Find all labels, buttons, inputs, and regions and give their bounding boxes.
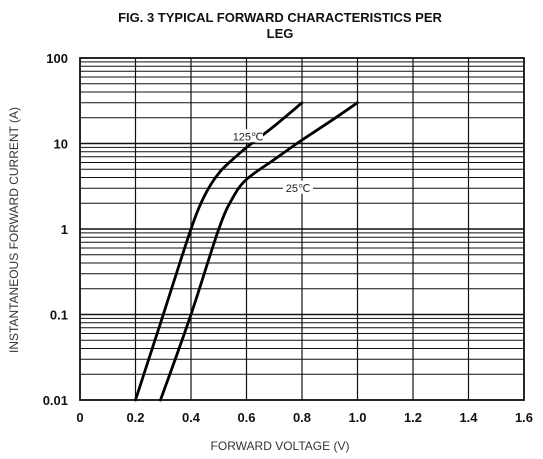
y-tick-label: 1 bbox=[61, 222, 68, 237]
curve-label-125c: 125℃ bbox=[233, 132, 264, 144]
y-axis-label: INSTANTANEOUS FORWARD CURRENT (A) bbox=[7, 107, 21, 353]
x-tick-label: 1.0 bbox=[348, 410, 366, 425]
x-tick-label: 1.2 bbox=[404, 410, 422, 425]
x-tick-label: 1.6 bbox=[515, 410, 533, 425]
curve-label-25c: 25℃ bbox=[286, 183, 311, 195]
x-tick-label: 1.4 bbox=[459, 410, 478, 425]
chart-title-line-1: FIG. 3 TYPICAL FORWARD CHARACTERISTICS P… bbox=[118, 10, 442, 25]
x-tick-label: 0.4 bbox=[182, 410, 201, 425]
y-tick-label: 10 bbox=[54, 137, 68, 152]
y-tick-label: 0.01 bbox=[43, 393, 68, 408]
x-tick-label: 0 bbox=[76, 410, 83, 425]
grid-layer bbox=[80, 58, 524, 400]
plot-frame bbox=[79, 57, 525, 401]
y-tick-label: 0.1 bbox=[50, 308, 68, 323]
series-line-25c bbox=[159, 101, 359, 402]
plot-border bbox=[79, 57, 525, 401]
series-line-125c bbox=[134, 101, 304, 402]
curve-label-backing bbox=[283, 180, 313, 194]
x-tick-label: 0.8 bbox=[293, 410, 311, 425]
series-layer bbox=[134, 101, 359, 402]
curve-label-backing bbox=[233, 129, 264, 143]
x-tick-label: 0.2 bbox=[126, 410, 144, 425]
annotation-layer: 125℃ 25℃ bbox=[233, 129, 313, 195]
x-tick-label: 0.6 bbox=[237, 410, 255, 425]
chart-title-line-2: LEG bbox=[267, 26, 294, 41]
y-tick-labels: 0.01 0.1 1 10 100 bbox=[43, 51, 68, 408]
y-tick-label: 100 bbox=[46, 51, 68, 66]
x-axis-label: FORWARD VOLTAGE (V) bbox=[211, 439, 350, 453]
x-tick-labels: 0 0.2 0.4 0.6 0.8 1.0 1.2 1.4 1.6 bbox=[76, 410, 533, 425]
